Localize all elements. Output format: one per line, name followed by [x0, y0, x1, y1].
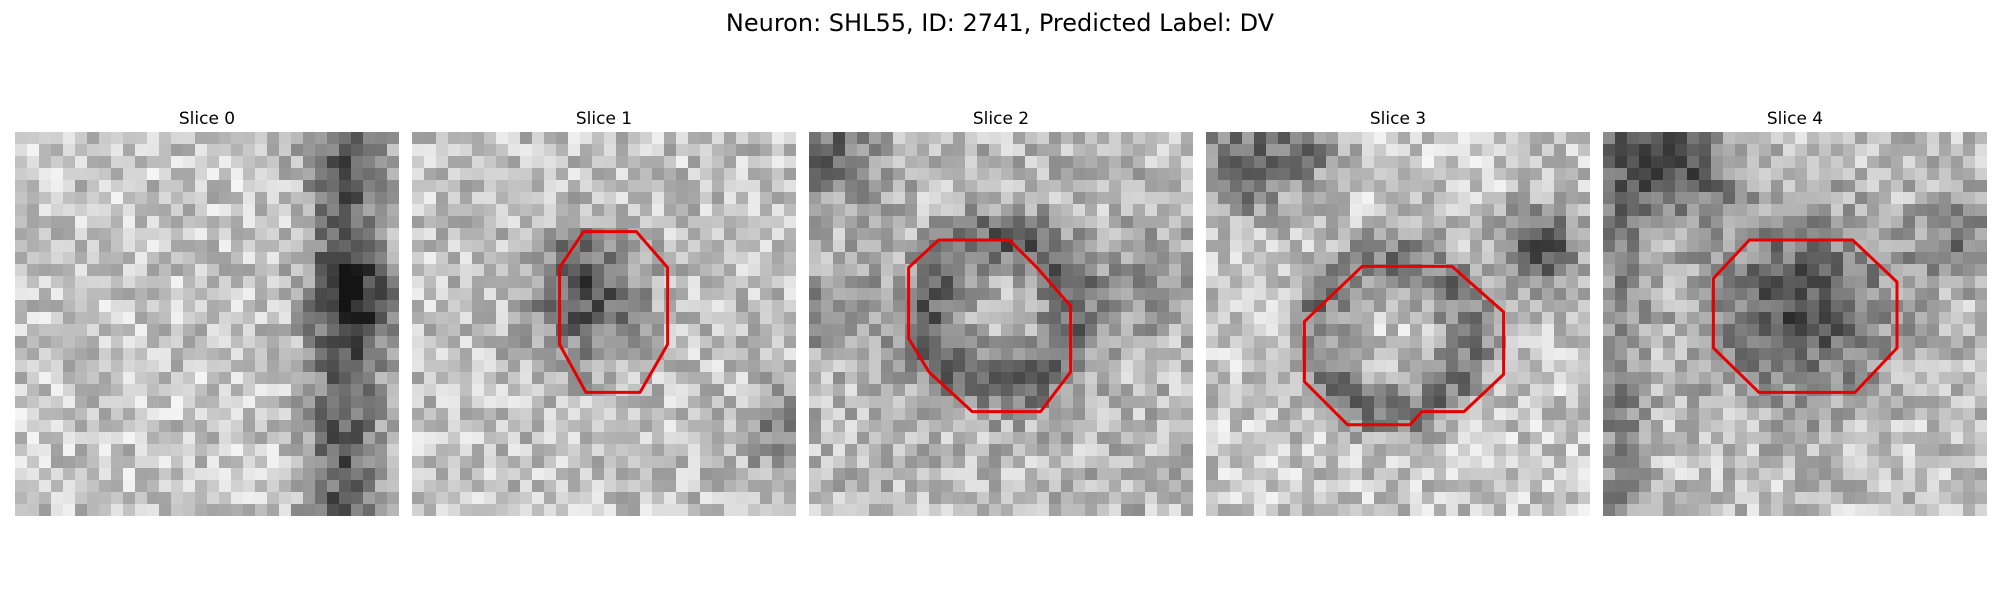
slice-panel-4: Slice 4: [1603, 108, 1987, 516]
figure-title: Neuron: SHL55, ID: 2741, Predicted Label…: [725, 9, 1275, 37]
roi-contour-1: [558, 230, 670, 394]
slice-image-4: [1603, 132, 1987, 516]
slice-title-2: Slice 2: [972, 109, 1030, 129]
slice-panel-2: Slice 2: [809, 108, 1193, 516]
slice-title-3: Slice 3: [1369, 109, 1427, 129]
slice-title-4: Slice 4: [1766, 109, 1824, 129]
slice-image-2: [809, 132, 1193, 516]
slice-image-0: [15, 132, 399, 516]
slice-panel-0: Slice 0: [15, 108, 399, 516]
slice-panel-3: Slice 3: [1206, 108, 1590, 516]
slice-image-1: [412, 132, 796, 516]
slice-title-0: Slice 0: [178, 109, 236, 129]
roi-contour-2: [907, 238, 1073, 414]
slice-image-3: [1206, 132, 1590, 516]
slice-panel-1: Slice 1: [412, 108, 796, 516]
slice-title-1: Slice 1: [575, 109, 633, 129]
roi-contour-3: [1302, 264, 1506, 427]
roi-contour-4: [1711, 238, 1899, 394]
